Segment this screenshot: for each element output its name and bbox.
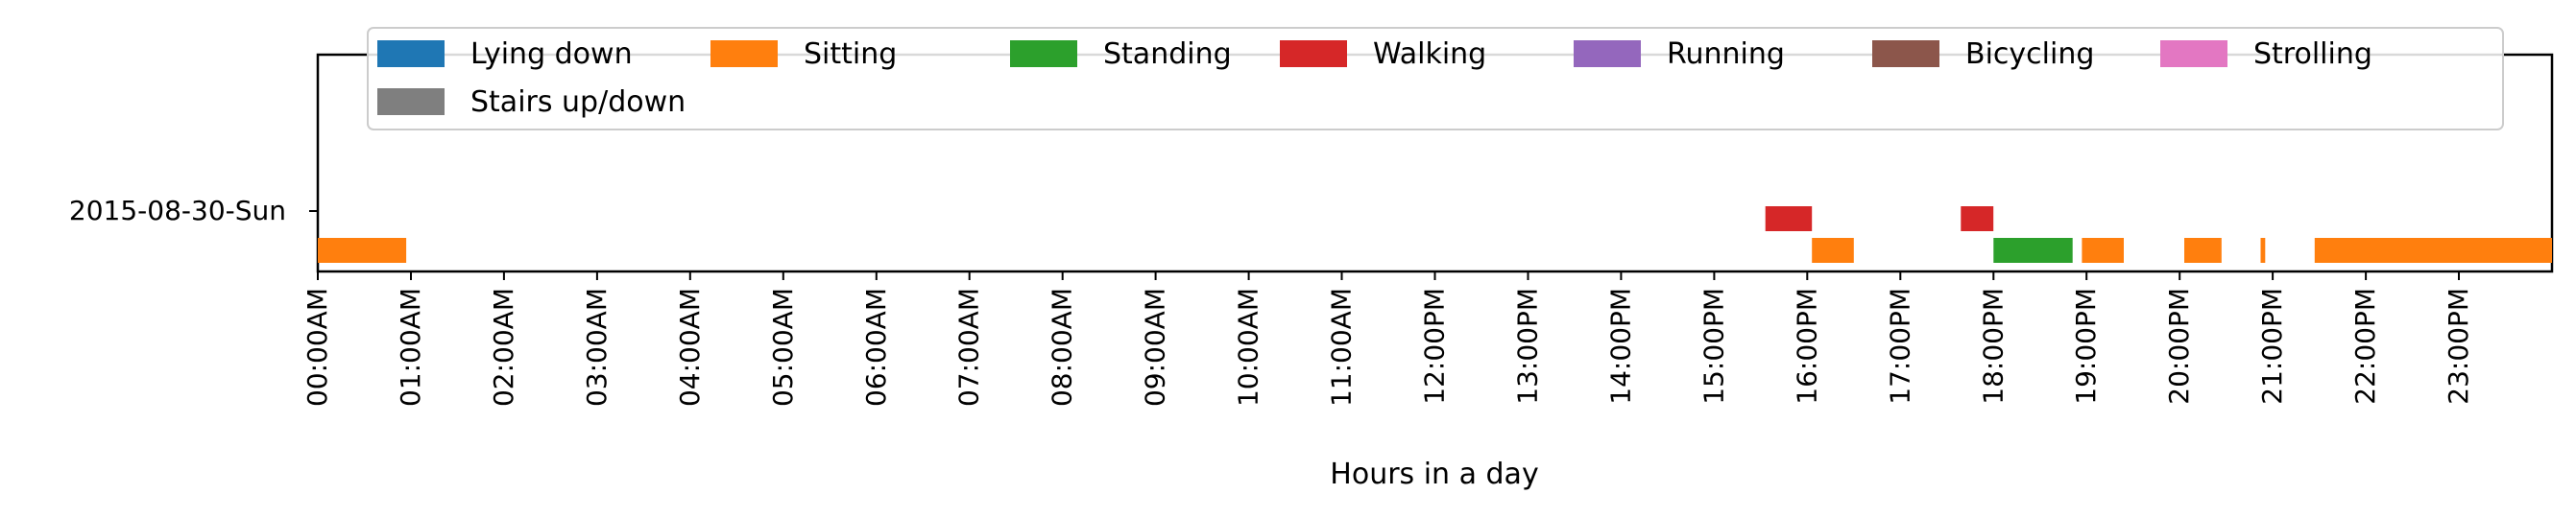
legend-label: Walking: [1373, 37, 1486, 71]
activity-bar-sitting-6: [2314, 238, 2552, 263]
x-tick-label: 09:00AM: [1140, 288, 1171, 407]
x-tick-label: 05:00AM: [767, 288, 799, 407]
legend-label: Sitting: [804, 37, 897, 71]
legend-swatch: [377, 88, 445, 115]
legend-item-sitting: Sitting: [710, 37, 897, 71]
legend-frame: [367, 27, 2504, 130]
legend-item-strolling: Strolling: [2160, 37, 2372, 71]
activity-bar-sitting-5: [2260, 238, 2266, 263]
activity-bar-sitting-1: [318, 238, 407, 263]
activity-bars: [318, 206, 2552, 263]
legend-item-bicycling: Bicycling: [1872, 37, 2094, 71]
x-tick-label: 03:00AM: [581, 288, 613, 407]
x-tick-label: 12:00PM: [1419, 288, 1451, 405]
legend-label: Running: [1667, 37, 1785, 71]
legend-item-running: Running: [1574, 37, 1785, 71]
legend-items: Lying down Sitting Standing Walking Running B…: [377, 37, 2372, 119]
legend-swatch: [1010, 40, 1077, 67]
legend-item-lying-down: Lying down: [377, 37, 633, 71]
activity-bar-sitting-3: [2082, 238, 2124, 263]
x-tick-label: 22:00PM: [2349, 288, 2381, 405]
x-tick-label: 01:00AM: [395, 288, 426, 407]
x-tick-label: 14:00PM: [1604, 288, 1636, 405]
legend-swatch: [1280, 40, 1347, 67]
legend-swatch: [377, 40, 445, 67]
legend-item-standing: Standing: [1010, 37, 1232, 71]
legend-swatch: [1574, 40, 1641, 67]
x-tick-label: 16:00PM: [1791, 288, 1822, 405]
x-tick-label: 06:00AM: [860, 288, 892, 407]
legend-swatch: [2160, 40, 2227, 67]
activity-bar-walking-1: [1765, 206, 1813, 231]
x-axis-ticks: 00:00AM 01:00AM 02:00AM 03:00AM 04:00AM 05:00…: [301, 271, 2474, 407]
activity-bar-sitting-2: [1812, 238, 1854, 263]
x-tick-label: 00:00AM: [301, 288, 333, 407]
x-tick-label: 11:00AM: [1326, 288, 1358, 407]
y-axis: 2015-08-30-Sun: [69, 195, 318, 226]
activity-bar-standing-1: [1993, 238, 2073, 263]
x-tick-label: 17:00PM: [1884, 288, 1915, 405]
y-tick-label-day: 2015-08-30-Sun: [69, 195, 286, 226]
x-tick-label: 07:00AM: [953, 288, 985, 407]
legend-label: Standing: [1103, 37, 1232, 71]
legend-swatch: [710, 40, 778, 67]
x-tick-label: 02:00AM: [488, 288, 519, 407]
legend-item-walking: Walking: [1280, 37, 1486, 71]
legend-item-stairs-up-down: Stairs up/down: [377, 85, 686, 119]
legend-label: Lying down: [470, 37, 633, 71]
activity-bar-walking-2: [1961, 206, 1994, 231]
x-axis-title: Hours in a day: [1330, 458, 1538, 491]
plot-area: 00:00AM 01:00AM 02:00AM 03:00AM 04:00AM 05:00…: [69, 53, 2554, 491]
legend: Lying down Sitting Standing Walking Running B…: [367, 27, 2504, 130]
x-tick-label: 04:00AM: [674, 288, 706, 407]
activity-bar-sitting-4: [2184, 238, 2222, 263]
x-tick-label: 23:00PM: [2443, 288, 2474, 405]
x-tick-label: 13:00PM: [1512, 288, 1544, 405]
x-tick-label: 18:00PM: [1977, 288, 2009, 405]
x-tick-label: 10:00AM: [1233, 288, 1264, 407]
x-tick-label: 20:00PM: [2163, 288, 2195, 405]
legend-label: Stairs up/down: [470, 85, 686, 119]
legend-swatch: [1872, 40, 1939, 67]
legend-label: Bicycling: [1965, 37, 2094, 71]
x-tick-label: 21:00PM: [2256, 288, 2288, 405]
legend-label: Strolling: [2253, 37, 2372, 71]
x-tick-label: 15:00PM: [1697, 288, 1729, 405]
x-tick-label: 19:00PM: [2070, 288, 2102, 405]
x-tick-label: 08:00AM: [1047, 288, 1078, 407]
